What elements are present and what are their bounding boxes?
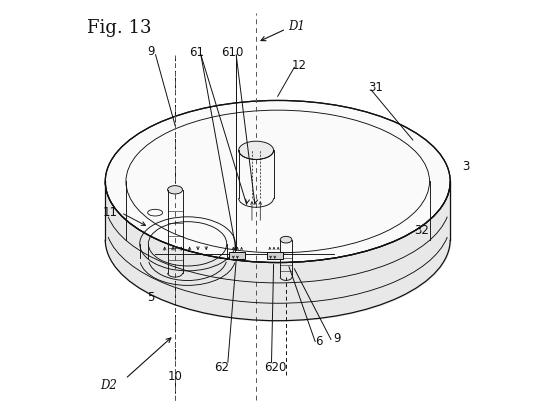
- Bar: [267, 252, 283, 259]
- Text: 3: 3: [462, 161, 470, 173]
- Ellipse shape: [239, 141, 274, 159]
- Text: 9: 9: [147, 45, 155, 58]
- Text: 10: 10: [168, 370, 182, 383]
- Text: 620: 620: [264, 361, 287, 374]
- Ellipse shape: [280, 236, 292, 243]
- Text: 31: 31: [368, 81, 383, 95]
- Text: D2: D2: [100, 379, 117, 392]
- Text: Fig. 13: Fig. 13: [86, 20, 151, 38]
- Text: 5: 5: [147, 291, 155, 304]
- Text: 61: 61: [189, 46, 204, 59]
- Text: 62: 62: [214, 361, 229, 374]
- Bar: [229, 252, 245, 259]
- Text: D1: D1: [288, 20, 305, 33]
- Ellipse shape: [105, 100, 450, 263]
- Text: 12: 12: [292, 60, 307, 73]
- Text: 6: 6: [315, 335, 323, 348]
- Text: 9: 9: [333, 332, 341, 345]
- Text: 610: 610: [221, 46, 243, 59]
- Ellipse shape: [168, 186, 182, 194]
- Text: 11: 11: [103, 206, 118, 219]
- Text: 32: 32: [414, 224, 430, 236]
